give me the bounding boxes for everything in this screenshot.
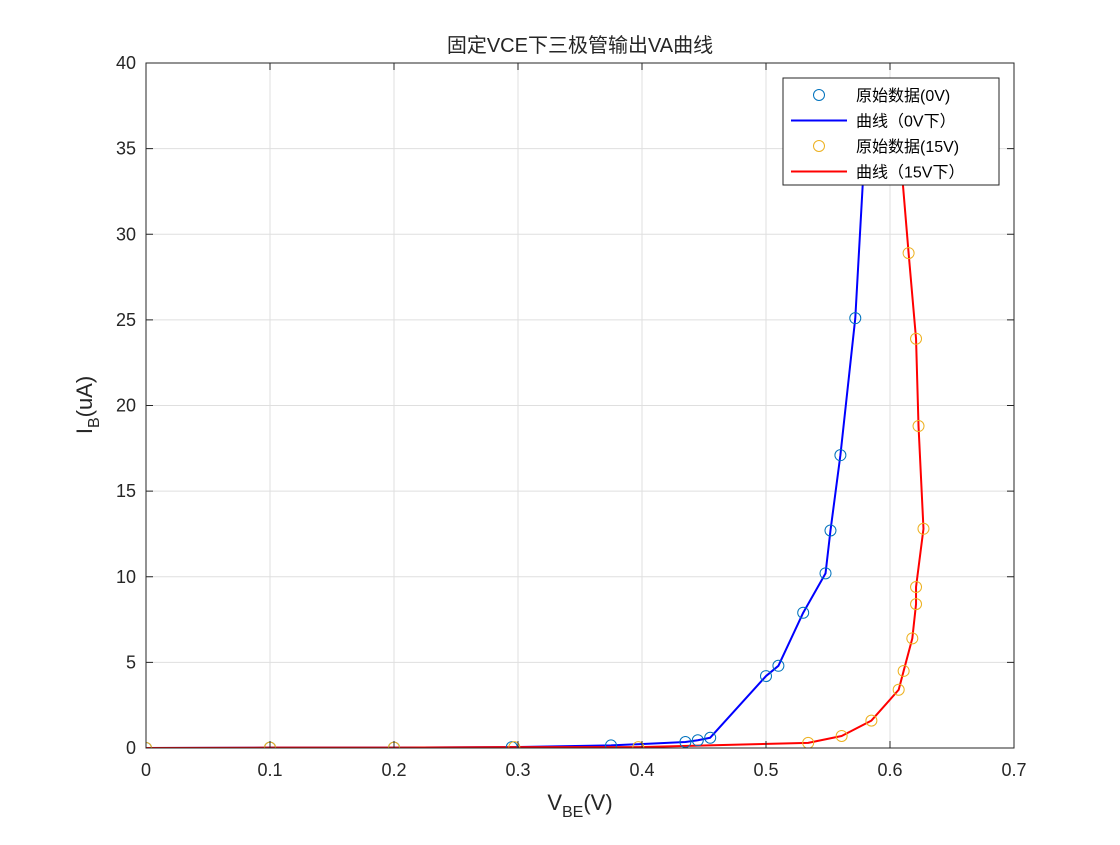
series-1-point — [605, 739, 617, 748]
series-3-point — [917, 522, 930, 535]
axis-ticks: 0 0.1 0.2 0.3 0.4 0.5 0.6 0.7 0 5 10 15 20 25 30 35 40 — [116, 53, 1027, 780]
legend-entry-label: 曲线（15V下） — [856, 164, 964, 182]
series-1-point — [797, 606, 810, 619]
y-axis-label-unit: (uA) — [72, 376, 97, 418]
y-tick-label: 0 — [126, 738, 136, 758]
y-axis-label: IB(uA) — [72, 376, 103, 434]
series-1-point — [819, 567, 832, 580]
x-axis-label-unit: (V) — [583, 790, 612, 815]
series-3-point — [902, 247, 915, 260]
y-axis-label-main: I — [72, 428, 97, 434]
series-3-point — [910, 598, 923, 611]
series-1-point — [760, 670, 772, 683]
series-1-point — [849, 312, 862, 325]
legend-entry-label: 原始数据(0V) — [856, 87, 950, 105]
y-tick-label: 5 — [126, 652, 136, 672]
y-tick-label: 40 — [116, 53, 136, 73]
y-tick-label: 20 — [116, 396, 136, 416]
chart-title: 固定VCE下三极管输出VA曲线 — [447, 34, 713, 57]
series-3-point — [835, 730, 848, 743]
x-tick-label: 0.4 — [629, 760, 654, 780]
legend-entry-label: 曲线（0V下） — [856, 113, 956, 131]
x-tick-label: 0.2 — [381, 760, 406, 780]
series-1-point — [824, 524, 837, 537]
x-tick-label: 0.7 — [1001, 760, 1026, 780]
series-1-point — [772, 659, 785, 672]
series-3-point — [906, 632, 919, 645]
y-tick-label: 10 — [116, 567, 136, 587]
x-tick-label: 0.1 — [257, 760, 282, 780]
series-4-line — [146, 148, 925, 748]
y-tick-label: 35 — [116, 139, 136, 159]
series-3-point — [912, 420, 925, 433]
legend: 原始数据(0V) 曲线（0V下） 原始数据(15V) 曲线（15V下） — [782, 77, 1000, 186]
x-axis-label-main: V — [547, 790, 562, 815]
legend-box — [782, 77, 1000, 186]
y-tick-label: 25 — [116, 310, 136, 330]
y-tick-label: 30 — [116, 224, 136, 244]
legend-marker-swatch — [813, 140, 825, 152]
x-axis-label: VBE(V) — [547, 790, 612, 821]
series-3-point — [632, 741, 645, 748]
series-1-point — [691, 734, 704, 747]
series-3-point — [910, 332, 923, 345]
x-axis-label-subscript: BE — [562, 804, 583, 821]
series-3-point — [508, 741, 521, 748]
x-tick-label: 0.5 — [753, 760, 778, 780]
legend-entry-label: 原始数据(15V) — [856, 138, 959, 156]
series-1-point — [704, 731, 717, 744]
series-1-point — [834, 449, 847, 462]
series-3-point — [910, 581, 923, 594]
series-3-point — [892, 683, 905, 696]
series-1-point — [505, 741, 518, 748]
series-3-point — [897, 664, 910, 677]
x-tick-label: 0.6 — [877, 760, 902, 780]
x-tick-label: 0 — [141, 760, 151, 780]
y-tick-label: 15 — [116, 481, 136, 501]
series-3-point — [802, 736, 815, 748]
legend-marker-swatch — [813, 89, 825, 101]
y-axis-label-subscript: B — [86, 417, 103, 428]
x-tick-label: 0.3 — [505, 760, 530, 780]
series-3-point — [865, 714, 878, 727]
